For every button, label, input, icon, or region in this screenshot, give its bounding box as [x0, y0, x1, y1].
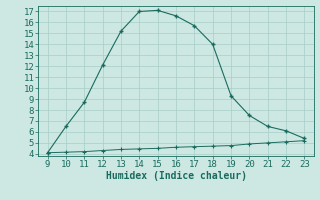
X-axis label: Humidex (Indice chaleur): Humidex (Indice chaleur): [106, 171, 246, 181]
